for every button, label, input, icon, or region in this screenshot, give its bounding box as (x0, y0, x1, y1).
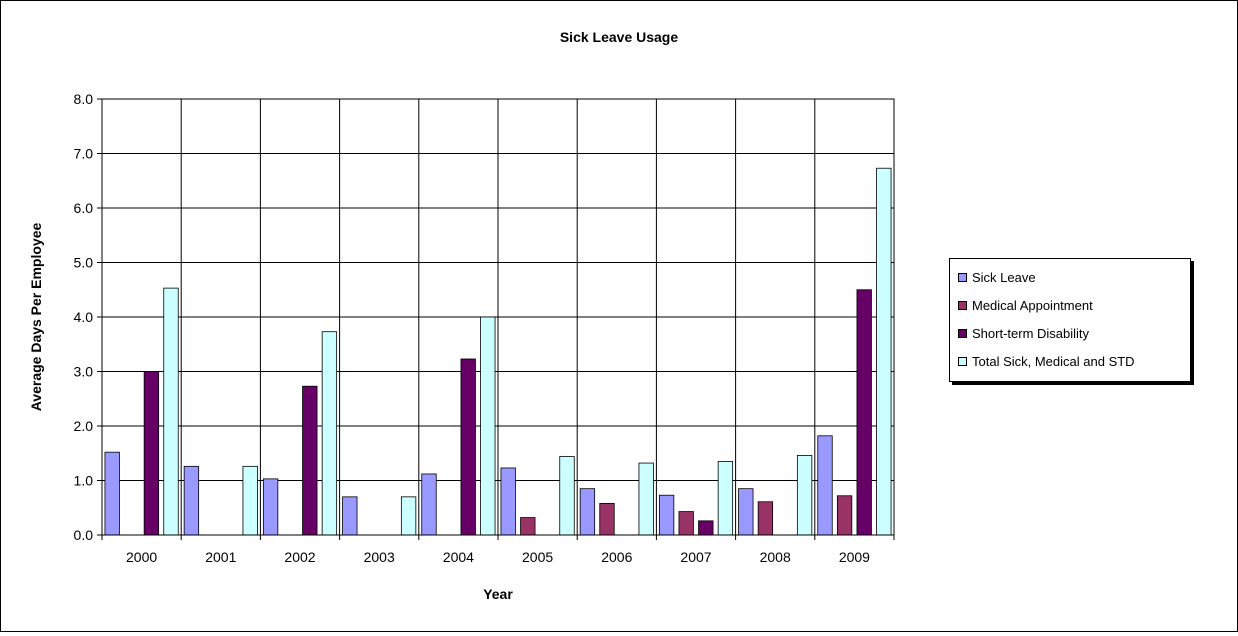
bar-total-sick-medical-and-std-2001 (242, 465, 258, 536)
chart-title: Sick Leave Usage (560, 29, 679, 45)
bar-sick-leave-2003 (342, 496, 358, 536)
legend-swatch (958, 356, 967, 366)
legend-item: Short-term Disability (958, 323, 1089, 343)
legend-label: Medical Appointment (972, 297, 1093, 313)
x-tick-label: 2006 (601, 549, 632, 565)
y-tick-label: 6.0 (74, 200, 94, 216)
legend-swatch (958, 272, 967, 282)
legend-label: Short-term Disability (972, 325, 1090, 341)
y-tick-label: 8.0 (74, 91, 94, 107)
bar-sick-leave-2006 (579, 488, 596, 536)
bar-short-term-disability-2009 (856, 289, 872, 536)
x-tick-label: 2003 (364, 549, 395, 565)
legend: Sick Leave Medical Appointment Short-term … (949, 258, 1191, 382)
legend-swatch (958, 328, 967, 338)
y-tick-label: 3.0 (74, 364, 94, 380)
bar-short-term-disability-2000 (143, 371, 160, 536)
legend-label: Sick Leave (972, 269, 1036, 285)
bar-sick-leave-2002 (262, 478, 279, 536)
bar-total-sick-medical-and-std-2008 (796, 455, 813, 536)
y-tick-label: 2.0 (74, 418, 94, 434)
y-axis-label: Average Days Per Employee (28, 223, 44, 412)
plot-border (101, 98, 895, 536)
x-tick-label: 2002 (284, 549, 315, 565)
bar-total-sick-medical-and-std-2003 (400, 496, 417, 536)
x-tick-label: 2009 (839, 549, 870, 565)
x-tick-label: 2000 (126, 549, 157, 565)
y-tick-label: 5.0 (74, 255, 94, 271)
bar-short-term-disability-2002 (302, 385, 318, 536)
bar-total-sick-medical-and-std-2004 (480, 316, 496, 536)
x-tick-label: 2001 (205, 549, 236, 565)
bar-sick-leave-2009 (817, 435, 833, 536)
bar-total-sick-medical-and-std-2002 (321, 331, 338, 536)
bar-total-sick-medical-and-std-2007 (717, 461, 734, 536)
bar-short-term-disability-2004 (460, 358, 476, 536)
x-tick-label: 2007 (680, 549, 711, 565)
plot-area: 0.0 1.0 2.0 3.0 4.0 5.0 6.0 7.0 8.0 2000 2001 2002 2… (74, 91, 895, 565)
legend-swatch (958, 300, 967, 310)
y-tick-label: 1.0 (74, 473, 94, 489)
y-tick-label: 4.0 (74, 309, 94, 325)
bar-medical-appointment-2009 (836, 495, 853, 536)
bar-short-term-disability-2007 (698, 520, 714, 536)
bar-sick-leave-2001 (183, 465, 200, 536)
legend-item: Sick Leave (958, 267, 1036, 287)
bar-sick-leave-2007 (658, 494, 675, 536)
bar-sick-leave-2004 (421, 473, 437, 536)
x-tick-label: 2005 (522, 549, 553, 565)
bar-sick-leave-2005 (500, 467, 516, 536)
bar-medical-appointment-2005 (520, 517, 536, 536)
bar-total-sick-medical-and-std-2009 (876, 167, 892, 536)
bar-total-sick-medical-and-std-2000 (163, 287, 179, 536)
y-tick-label: 0.0 (74, 527, 94, 543)
bar-sick-leave-2008 (738, 488, 754, 536)
x-tick-label: 2004 (443, 549, 474, 565)
bar-total-sick-medical-and-std-2005 (559, 456, 575, 536)
x-axis-label: Year (483, 586, 513, 602)
bar-sick-leave-2000 (104, 451, 120, 536)
legend-label: Total Sick, Medical and STD (972, 353, 1135, 369)
bar-medical-appointment-2006 (599, 502, 615, 536)
legend-item: Medical Appointment (958, 295, 1093, 315)
y-tick-label: 7.0 (74, 146, 94, 162)
x-tick-label: 2008 (760, 549, 791, 565)
bar-total-sick-medical-and-std-2006 (638, 462, 654, 536)
bar-medical-appointment-2008 (757, 501, 774, 536)
legend-item: Total Sick, Medical and STD (958, 351, 1135, 371)
bar-medical-appointment-2007 (678, 511, 694, 536)
